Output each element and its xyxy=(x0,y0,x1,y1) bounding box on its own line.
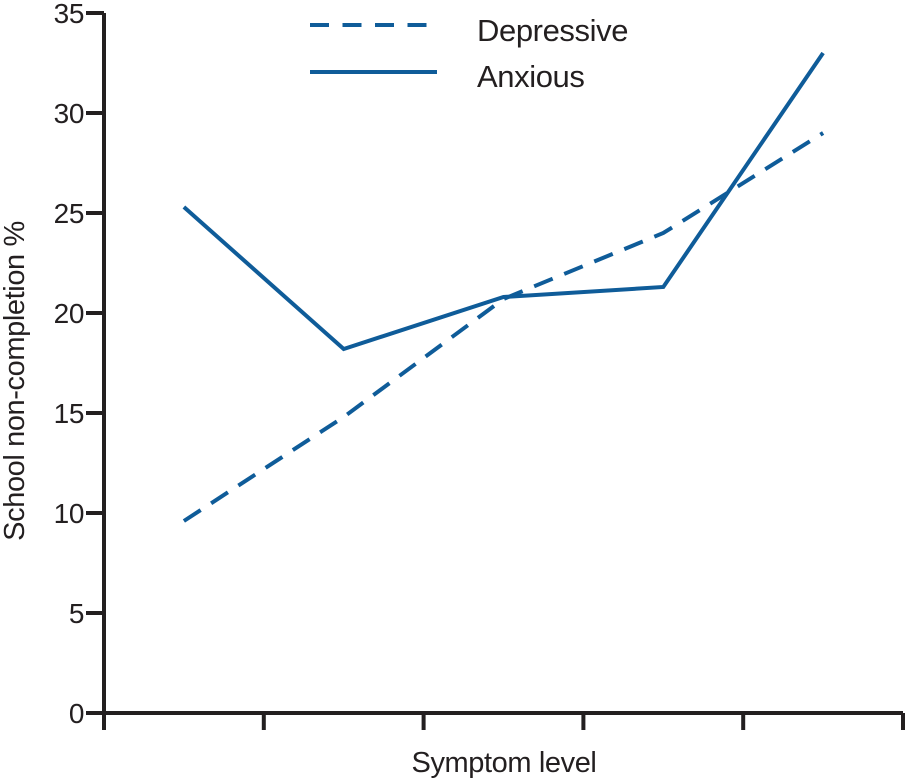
y-tick-label: 5 xyxy=(69,598,84,629)
y-tick-label: 25 xyxy=(54,198,84,229)
x-axis-title: Symptom level xyxy=(412,747,597,779)
legend-label-depressive: Depressive xyxy=(477,13,628,48)
y-tick-label: 20 xyxy=(54,298,84,329)
y-tick-label: 0 xyxy=(69,698,84,729)
series-line-anxious xyxy=(182,51,825,352)
legend-label-anxious: Anxious xyxy=(477,59,585,94)
y-axis-tick-labels: 0 5 10 15 20 25 30 35 xyxy=(54,0,85,729)
data-series xyxy=(182,51,825,523)
y-tick-label: 30 xyxy=(54,98,84,129)
y-tick-label: 35 xyxy=(54,0,84,29)
series-line-depressive xyxy=(182,131,825,523)
y-tick-label: 15 xyxy=(54,398,84,429)
y-axis-title: School non-completion % xyxy=(0,221,31,541)
y-tick-label: 10 xyxy=(54,498,84,529)
axis-lines xyxy=(86,11,905,730)
legend: Depressive Anxious xyxy=(310,13,628,94)
